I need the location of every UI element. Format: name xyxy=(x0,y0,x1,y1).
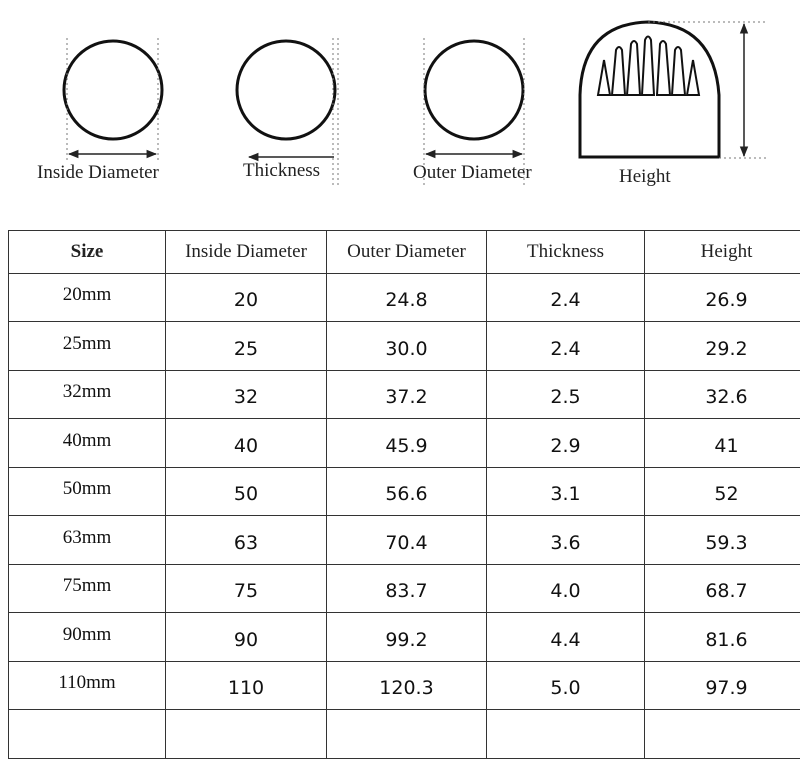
thickness-cell: 4.4 xyxy=(487,613,645,662)
size-cell: 32mm xyxy=(9,370,166,419)
header-size: Size xyxy=(9,231,166,274)
inside-diameter-cell: 32 xyxy=(166,370,327,419)
height-cell: 32.6 xyxy=(645,370,800,419)
header-thickness: Thickness xyxy=(487,231,645,274)
outer-diameter-cell: 45.9 xyxy=(327,419,487,468)
table-header-row: Size Inside Diameter Outer Diameter Thic… xyxy=(9,231,800,274)
size-cell: 75mm xyxy=(9,564,166,613)
size-cell: 63mm xyxy=(9,516,166,565)
inside-diameter-label: Inside Diameter xyxy=(37,162,159,184)
size-spec-table: Size Inside Diameter Outer Diameter Thic… xyxy=(8,230,800,759)
size-cell: 110mm xyxy=(9,661,166,710)
outer-diameter-cell: 56.6 xyxy=(327,467,487,516)
thickness-cell: 2.4 xyxy=(487,322,645,371)
height-diagram xyxy=(580,22,768,158)
height-cell: 29.2 xyxy=(645,322,800,371)
header-height: Height xyxy=(645,231,800,274)
inside-diameter-cell xyxy=(166,710,327,759)
size-cell: 90mm xyxy=(9,613,166,662)
diagram-graphics xyxy=(0,0,800,225)
header-inside-diameter: Inside Diameter xyxy=(166,231,327,274)
thickness-cell xyxy=(487,710,645,759)
outer-diameter-cell: 120.3 xyxy=(327,661,487,710)
thickness-cell: 2.5 xyxy=(487,370,645,419)
inside-diameter-cell: 110 xyxy=(166,661,327,710)
thickness-ring xyxy=(237,41,335,139)
thickness-label: Thickness xyxy=(243,160,320,182)
height-cell xyxy=(645,710,800,759)
thickness-cell: 5.0 xyxy=(487,661,645,710)
size-cell: 20mm xyxy=(9,273,166,322)
thickness-cell: 3.1 xyxy=(487,467,645,516)
inside-diameter-cell: 40 xyxy=(166,419,327,468)
size-cell: 50mm xyxy=(9,467,166,516)
header-outer-diameter: Outer Diameter xyxy=(327,231,487,274)
thickness-cell: 2.4 xyxy=(487,273,645,322)
height-cell: 81.6 xyxy=(645,613,800,662)
outer-diameter-cell: 24.8 xyxy=(327,273,487,322)
size-cell xyxy=(9,710,166,759)
size-cell: 25mm xyxy=(9,322,166,371)
height-cell: 68.7 xyxy=(645,564,800,613)
thickness-cell: 3.6 xyxy=(487,516,645,565)
table-row xyxy=(9,710,800,759)
outer-diameter-cell: 37.2 xyxy=(327,370,487,419)
height-cell: 26.9 xyxy=(645,273,800,322)
height-cell: 52 xyxy=(645,467,800,516)
outer-diameter-label: Outer Diameter xyxy=(413,162,532,184)
outer-diameter-ring xyxy=(425,41,523,139)
diagram-panel: Inside Diameter Thickness Outer Diameter… xyxy=(0,0,800,225)
height-label: Height xyxy=(619,166,671,188)
outer-diameter-cell xyxy=(327,710,487,759)
height-cell: 59.3 xyxy=(645,516,800,565)
height-cell: 41 xyxy=(645,419,800,468)
size-cell: 40mm xyxy=(9,419,166,468)
inside-diameter-ring xyxy=(64,41,162,139)
inside-diameter-cell: 63 xyxy=(166,516,327,565)
outer-diameter-cell: 99.2 xyxy=(327,613,487,662)
thickness-cell: 4.0 xyxy=(487,564,645,613)
inside-diameter-cell: 90 xyxy=(166,613,327,662)
inside-diameter-cell: 50 xyxy=(166,467,327,516)
inside-diameter-cell: 25 xyxy=(166,322,327,371)
outer-diameter-cell: 70.4 xyxy=(327,516,487,565)
thickness-cell: 2.9 xyxy=(487,419,645,468)
height-cell: 97.9 xyxy=(645,661,800,710)
outer-diameter-cell: 30.0 xyxy=(327,322,487,371)
inside-diameter-diagram xyxy=(64,38,162,160)
inside-diameter-cell: 20 xyxy=(166,273,327,322)
inside-diameter-cell: 75 xyxy=(166,564,327,613)
outer-diameter-cell: 83.7 xyxy=(327,564,487,613)
